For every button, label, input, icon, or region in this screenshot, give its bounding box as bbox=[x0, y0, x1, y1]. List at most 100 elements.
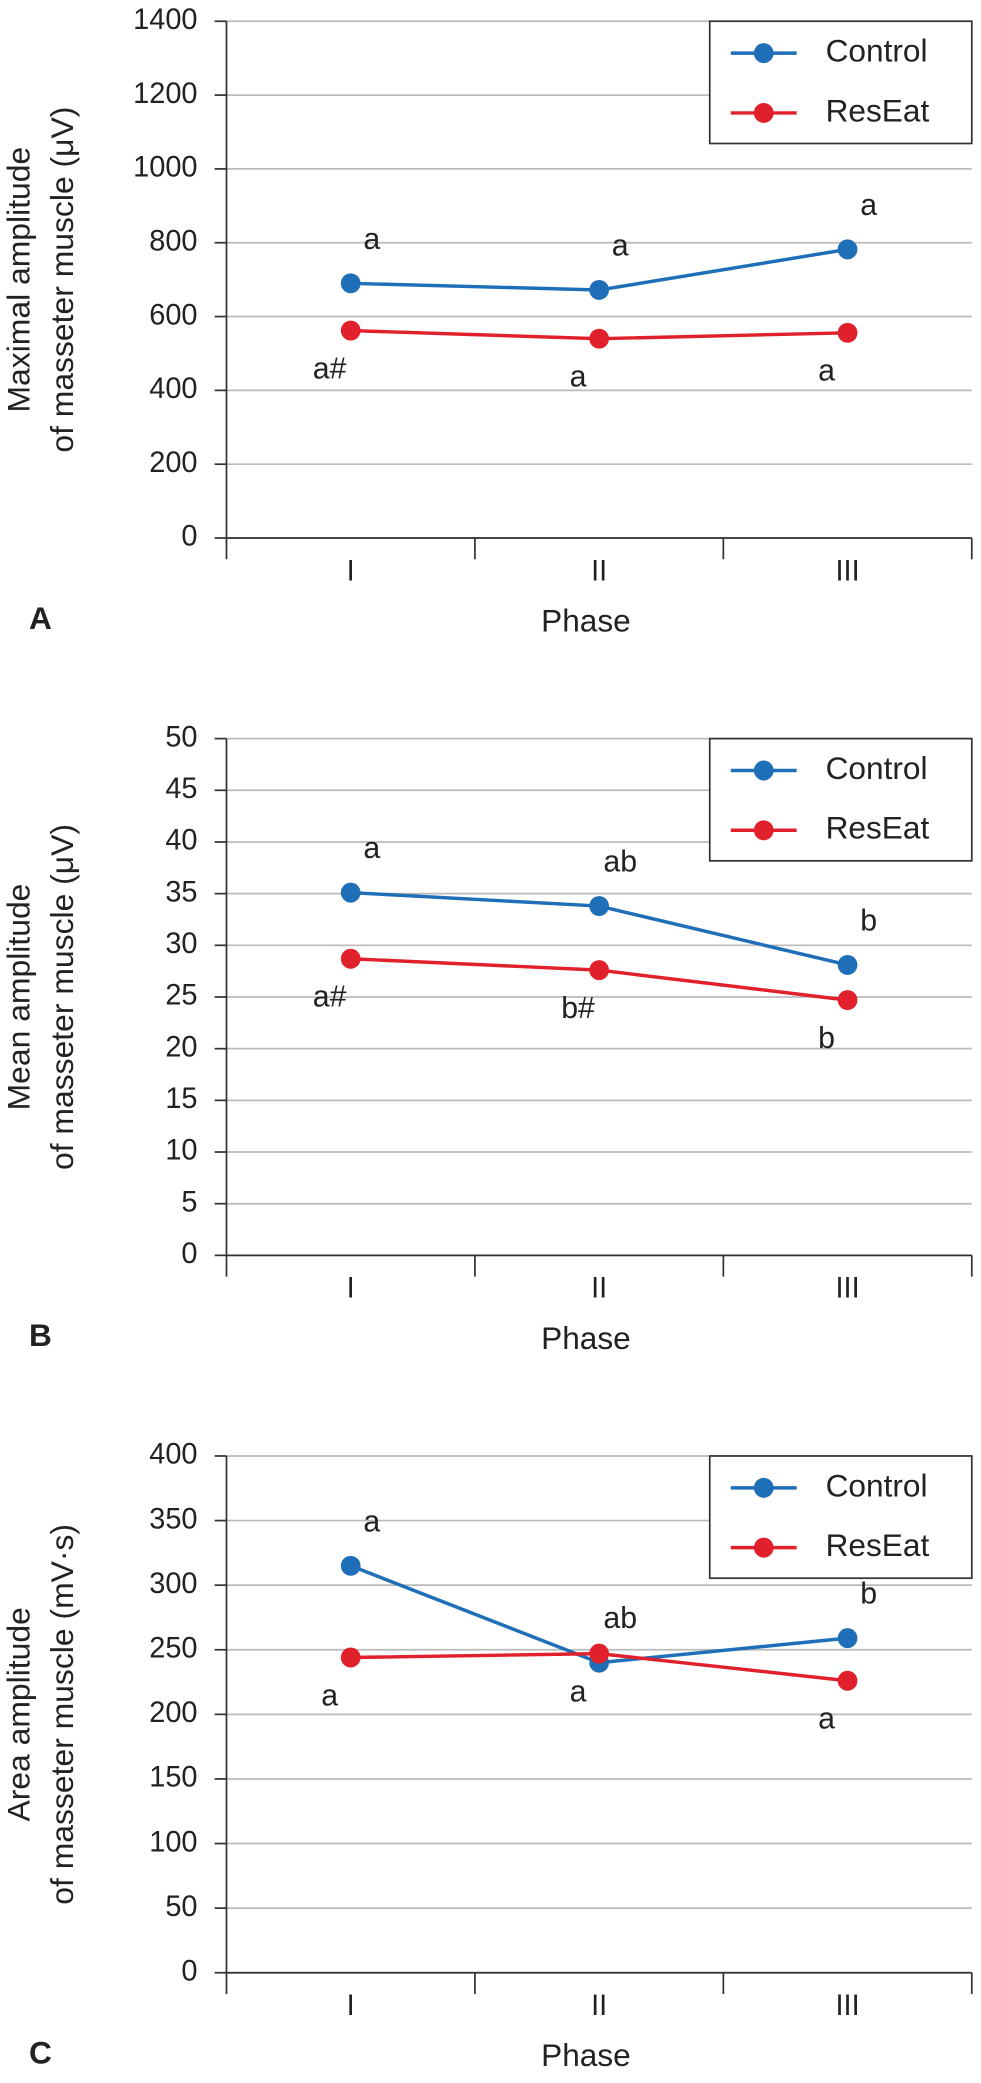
data-point bbox=[340, 1555, 361, 1576]
y-tick-label: 200 bbox=[149, 1697, 197, 1729]
legend-marker bbox=[753, 1537, 774, 1558]
y-tick-label: 50 bbox=[165, 1891, 197, 1923]
data-point bbox=[340, 882, 361, 903]
annotation: b bbox=[860, 1577, 877, 1611]
legend-label: Control bbox=[826, 750, 928, 786]
y-tick-label: 300 bbox=[149, 1568, 197, 1600]
annotation: ab bbox=[603, 1601, 637, 1635]
annotation: a bbox=[612, 228, 629, 262]
y-tick-label: 400 bbox=[149, 373, 197, 405]
x-tick-label: III bbox=[835, 1273, 859, 1305]
y-tick-label: 600 bbox=[149, 299, 197, 331]
annotation: a bbox=[363, 1504, 380, 1538]
annotation: a bbox=[321, 1678, 338, 1712]
y-tick-label: 1000 bbox=[133, 152, 197, 184]
y-tick-label: 15 bbox=[165, 1083, 197, 1115]
legend-box bbox=[708, 20, 973, 145]
y-tick-label: 0 bbox=[181, 1238, 197, 1270]
legend-label: ResEat bbox=[826, 810, 930, 846]
data-point bbox=[340, 948, 361, 969]
y-tick-label: 400 bbox=[149, 1439, 197, 1471]
legend-label: ResEat bbox=[826, 1527, 930, 1563]
y-tick-label: 200 bbox=[149, 447, 197, 479]
y-tick-label: 45 bbox=[165, 773, 197, 805]
legend-box bbox=[708, 1455, 973, 1580]
data-point bbox=[340, 320, 361, 341]
annotation: b bbox=[818, 1021, 835, 1055]
y-axis-label: of masseter muscle (mV·s) bbox=[44, 1524, 80, 1905]
y-tick-label: 20 bbox=[165, 1031, 197, 1063]
data-point bbox=[589, 960, 610, 981]
x-tick-label: III bbox=[835, 1990, 859, 2022]
y-tick-label: 30 bbox=[165, 928, 197, 960]
y-tick-label: 100 bbox=[149, 1826, 197, 1858]
panel-label: A bbox=[29, 600, 52, 636]
x-tick-label: III bbox=[835, 555, 859, 587]
y-tick-label: 0 bbox=[181, 521, 197, 553]
data-point bbox=[837, 1670, 858, 1691]
y-axis-label: Maximal amplitude bbox=[1, 147, 37, 413]
y-tick-label: 150 bbox=[149, 1762, 197, 1794]
x-axis-label: Phase bbox=[541, 2037, 631, 2073]
annotation: a# bbox=[313, 351, 347, 385]
legend-marker bbox=[753, 102, 774, 123]
annotation: ab bbox=[603, 844, 637, 878]
y-tick-label: 0 bbox=[181, 1955, 197, 1987]
x-tick-label: I bbox=[347, 1990, 355, 2022]
y-tick-label: 250 bbox=[149, 1632, 197, 1664]
annotation: a bbox=[570, 359, 587, 393]
annotation: a bbox=[363, 222, 380, 256]
annotation: a bbox=[570, 1674, 587, 1708]
annotation: a bbox=[818, 354, 835, 388]
y-tick-label: 800 bbox=[149, 225, 197, 257]
legend-marker bbox=[753, 1477, 774, 1498]
panel-label: B bbox=[29, 1317, 52, 1353]
y-tick-label: 25 bbox=[165, 980, 197, 1012]
data-point bbox=[837, 322, 858, 343]
y-tick-label: 1400 bbox=[133, 4, 197, 36]
y-tick-label: 50 bbox=[165, 721, 197, 753]
y-tick-label: 5 bbox=[181, 1186, 197, 1218]
legend-marker bbox=[753, 760, 774, 781]
annotation: a bbox=[860, 188, 877, 222]
data-point bbox=[837, 239, 858, 260]
panel-label: C bbox=[29, 2034, 52, 2070]
data-point bbox=[837, 990, 858, 1011]
data-point bbox=[837, 1628, 858, 1649]
legend-box bbox=[708, 737, 973, 862]
x-axis-label: Phase bbox=[541, 602, 631, 638]
data-point bbox=[340, 1647, 361, 1668]
legend-label: Control bbox=[826, 32, 928, 68]
annotation: a bbox=[818, 1702, 835, 1736]
annotation: a bbox=[363, 831, 380, 865]
x-tick-label: II bbox=[591, 555, 607, 587]
legend-label: Control bbox=[826, 1467, 928, 1503]
x-tick-label: I bbox=[347, 1273, 355, 1305]
y-tick-label: 1200 bbox=[133, 78, 197, 110]
annotation: a# bbox=[313, 980, 347, 1014]
annotation: b bbox=[860, 903, 877, 937]
y-tick-label: 350 bbox=[149, 1503, 197, 1535]
data-point bbox=[589, 896, 610, 917]
data-point bbox=[589, 1643, 610, 1664]
x-axis-label: Phase bbox=[541, 1320, 631, 1356]
annotation: b# bbox=[561, 991, 595, 1025]
x-tick-label: II bbox=[591, 1990, 607, 2022]
data-point bbox=[589, 328, 610, 349]
y-axis-label: of masseter muscle (μV) bbox=[44, 824, 80, 1170]
legend-label: ResEat bbox=[826, 92, 930, 128]
y-tick-label: 35 bbox=[165, 876, 197, 908]
legend-marker bbox=[753, 43, 774, 64]
data-point bbox=[589, 280, 610, 300]
legend-marker bbox=[753, 820, 774, 841]
y-axis-label: Area amplitude bbox=[1, 1607, 37, 1821]
y-axis-label: Mean amplitude bbox=[1, 884, 37, 1111]
y-axis-label: of masseter muscle (μV) bbox=[44, 107, 80, 453]
x-tick-label: I bbox=[347, 555, 355, 587]
x-tick-label: II bbox=[591, 1273, 607, 1305]
y-tick-label: 40 bbox=[165, 825, 197, 857]
y-tick-label: 10 bbox=[165, 1135, 197, 1167]
data-point bbox=[837, 954, 858, 975]
